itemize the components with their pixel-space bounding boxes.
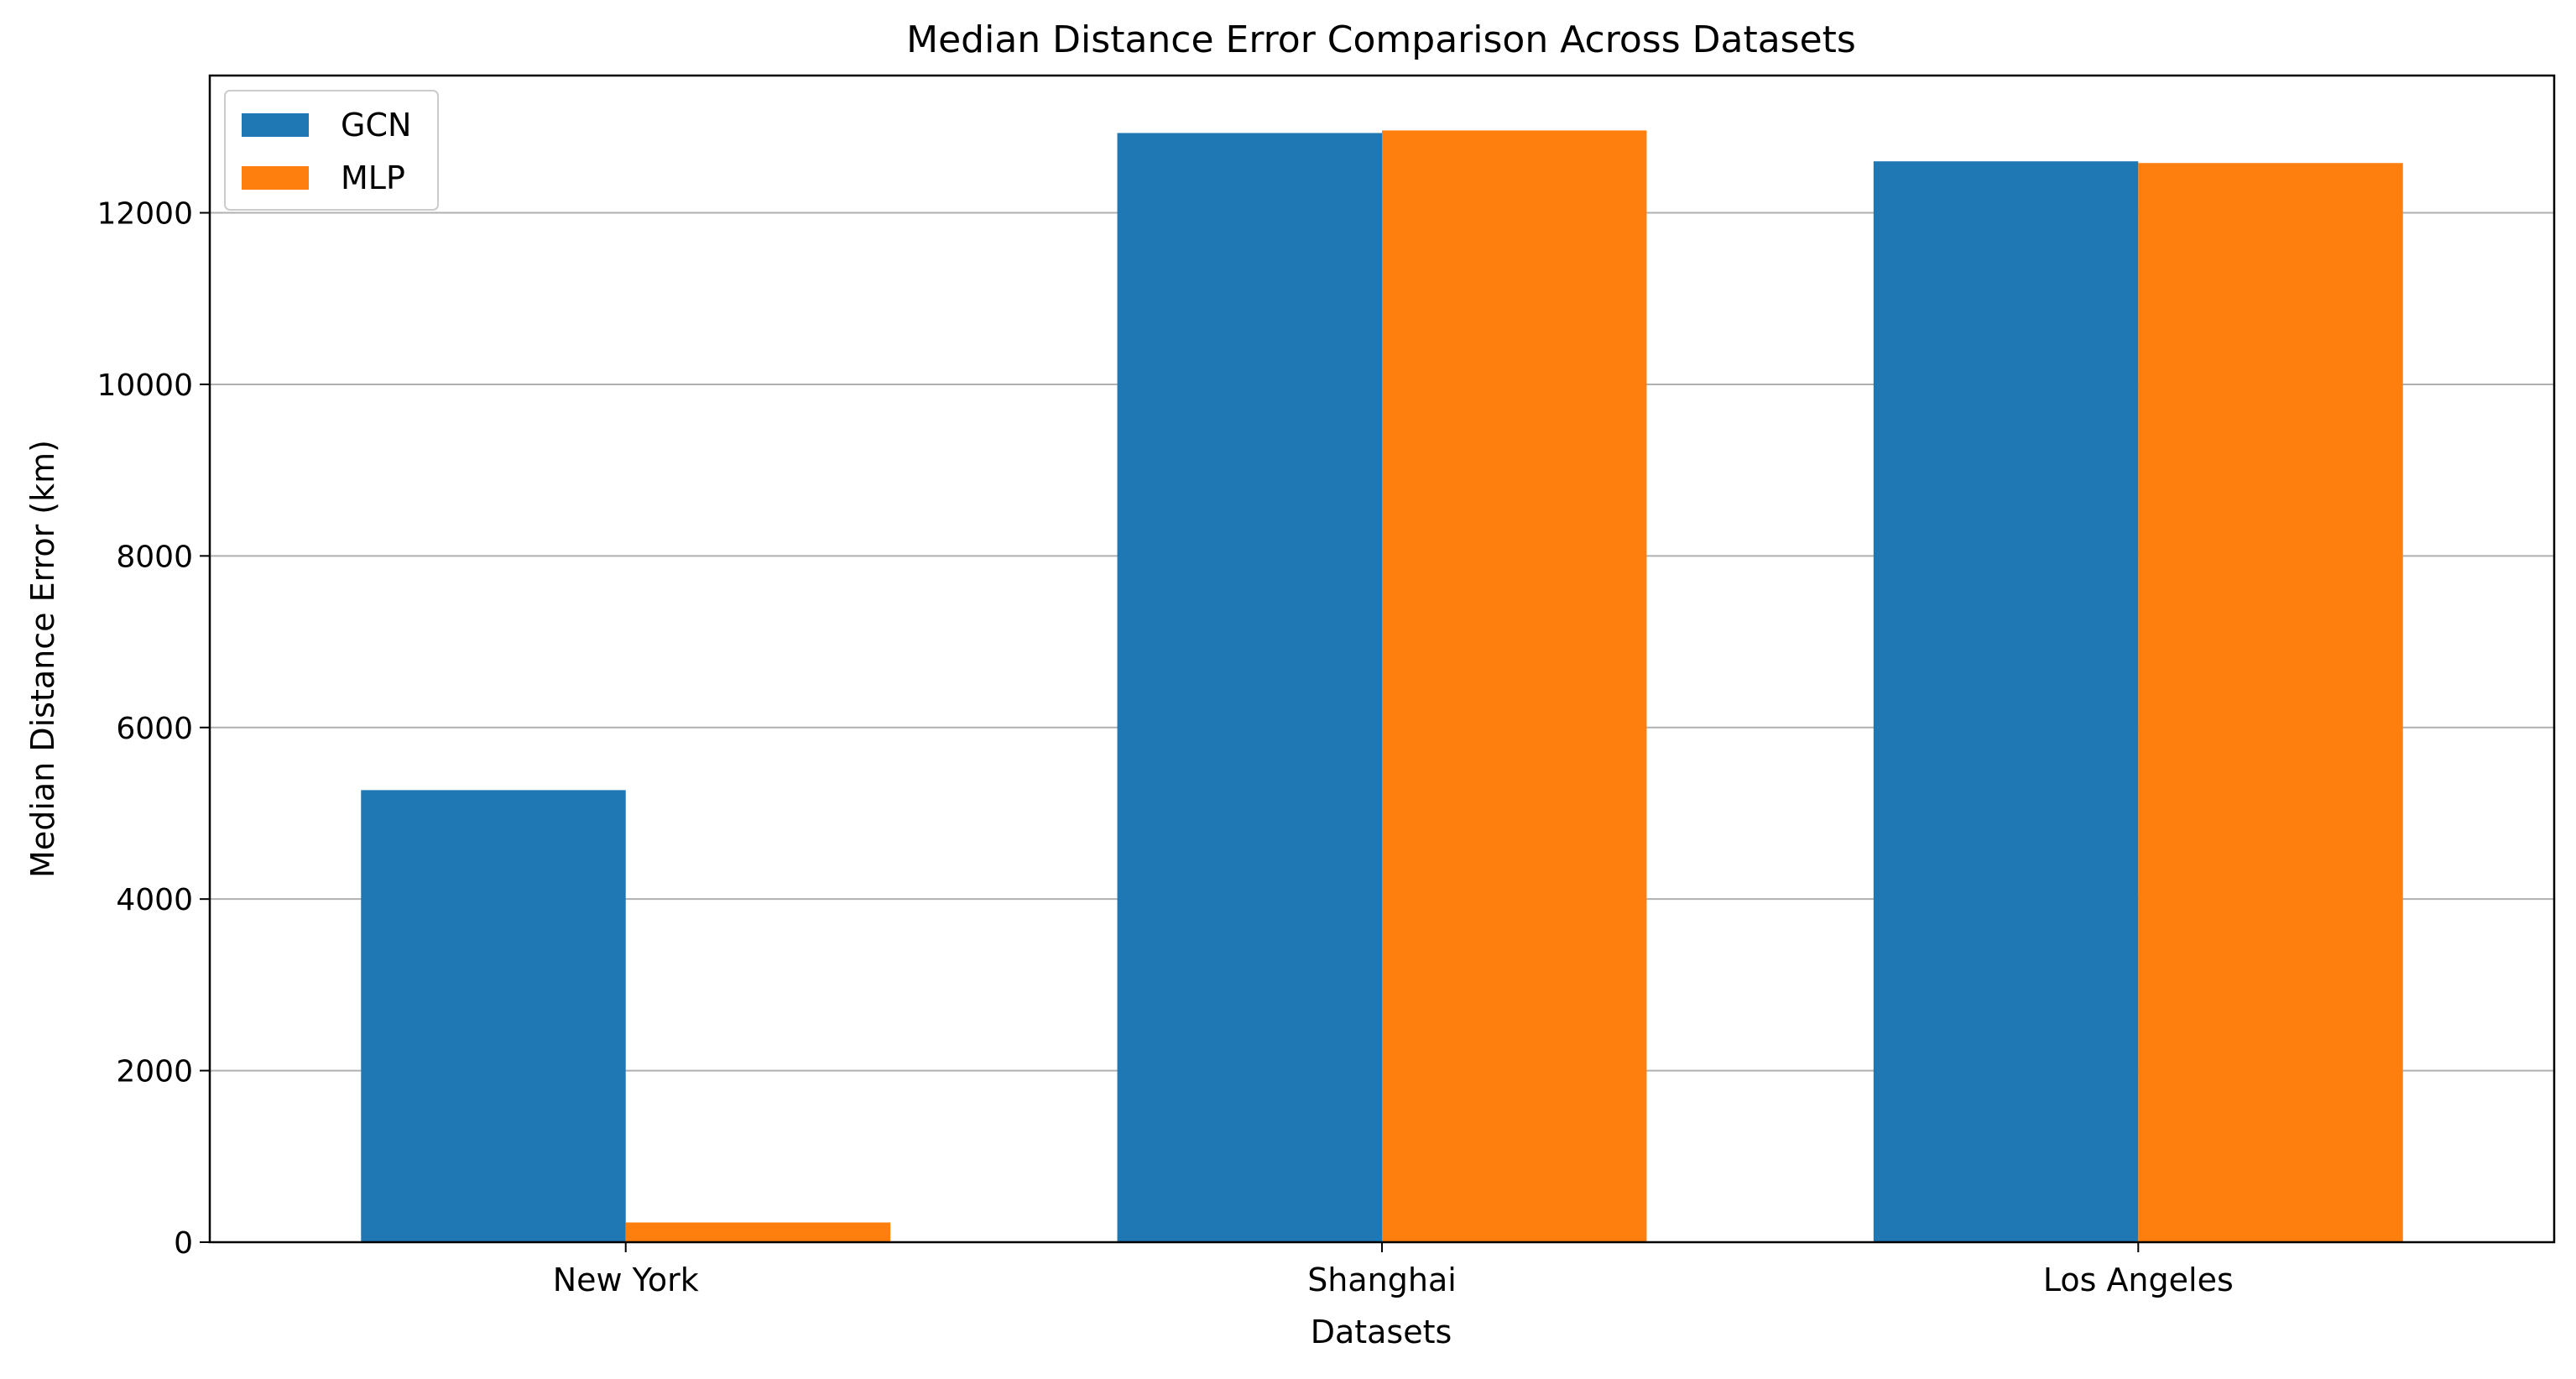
bars-layer	[361, 130, 2403, 1243]
x-tick-label: Los Angeles	[2043, 1261, 2234, 1298]
chart-title: Median Distance Error Comparison Across …	[906, 18, 1856, 61]
y-tick-label: 10000	[96, 368, 193, 403]
x-axis-ticks: New York Shanghai Los Angeles	[553, 1242, 2234, 1298]
legend: GCN MLP	[224, 90, 439, 211]
legend-swatch-gcn	[242, 113, 309, 137]
x-axis-label: Datasets	[1311, 1314, 1452, 1350]
legend-swatch-mlp	[242, 166, 309, 190]
x-tick-label: New York	[553, 1261, 699, 1298]
bar-gcn-new-york	[361, 790, 626, 1242]
bar-gcn-los-angeles	[1873, 161, 2139, 1242]
bar-gcn-shanghai	[1117, 133, 1382, 1243]
y-tick-label: 4000	[116, 883, 193, 917]
y-axis-ticks: 0 2000 4000 6000 8000 10000 12000	[96, 197, 210, 1261]
bar-mlp-shanghai	[1382, 130, 1647, 1243]
x-tick-label: Shanghai	[1307, 1261, 1457, 1298]
y-tick-label: 0	[174, 1226, 193, 1261]
y-axis-label: Median Distance Error (km)	[24, 440, 61, 878]
legend-label-mlp: MLP	[341, 159, 405, 196]
y-tick-label: 8000	[116, 540, 193, 574]
y-tick-label: 6000	[116, 712, 193, 746]
bar-mlp-los-angeles	[2138, 163, 2403, 1242]
y-tick-label: 12000	[96, 197, 193, 232]
y-tick-label: 2000	[116, 1055, 193, 1089]
legend-label-gcn: GCN	[341, 107, 411, 144]
bar-mlp-new-york	[625, 1222, 891, 1242]
